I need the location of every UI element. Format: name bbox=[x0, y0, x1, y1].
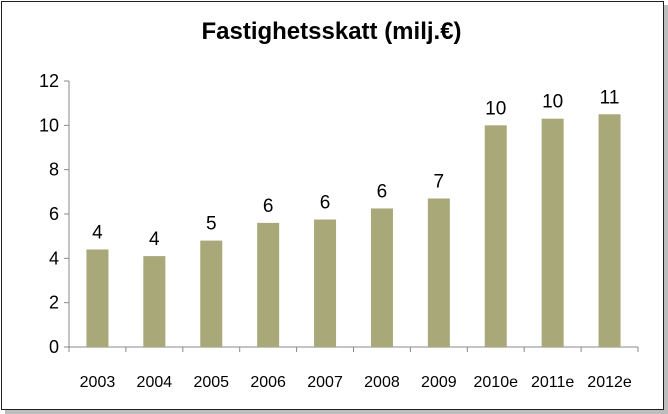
y-axis: 0 2 4 6 8 10 12 bbox=[39, 71, 70, 357]
x-tick-label: 2007 bbox=[307, 374, 343, 391]
y-tick-label: 0 bbox=[49, 337, 59, 357]
bar-data-label: 6 bbox=[377, 181, 388, 202]
bar bbox=[598, 114, 621, 347]
bar-data-label: 10 bbox=[485, 98, 506, 119]
y-tick-label: 12 bbox=[39, 71, 59, 91]
bar-data-label: 6 bbox=[320, 193, 331, 214]
bar bbox=[314, 219, 337, 347]
bar bbox=[427, 198, 450, 347]
bar-series bbox=[86, 114, 621, 347]
bar-data-label: 10 bbox=[542, 92, 563, 113]
y-tick-label: 6 bbox=[49, 204, 59, 224]
x-tick-label: 2008 bbox=[364, 374, 400, 391]
bar-data-label: 7 bbox=[434, 171, 445, 192]
bar-data-label: 6 bbox=[263, 196, 274, 217]
bar-data-label: 4 bbox=[92, 222, 103, 243]
x-tick-label: 2005 bbox=[193, 374, 229, 391]
x-tick-label: 2010e bbox=[474, 374, 519, 391]
bar bbox=[541, 118, 564, 347]
x-tick-label: 2006 bbox=[250, 374, 286, 391]
x-tick-label: 2012e bbox=[587, 374, 632, 391]
y-tick-label: 8 bbox=[49, 160, 59, 180]
bar-data-label: 4 bbox=[149, 229, 160, 250]
x-tick-label: 2009 bbox=[421, 374, 457, 391]
bar-data-label: 5 bbox=[206, 214, 217, 235]
chart-title: Fastighetsskatt (milj.€) bbox=[201, 18, 462, 45]
y-tick-label: 4 bbox=[49, 248, 59, 268]
x-tick-label: 2003 bbox=[80, 374, 116, 391]
x-tick-label: 2011e bbox=[531, 374, 574, 391]
y-tick-label: 10 bbox=[39, 115, 59, 135]
bar bbox=[86, 249, 109, 347]
bar bbox=[370, 208, 393, 347]
data-labels: 4 4 5 6 6 6 7 10 10 11 bbox=[92, 87, 619, 250]
bar-data-label: 11 bbox=[600, 87, 620, 108]
bar bbox=[200, 240, 223, 347]
x-axis: 2003 2004 2005 2006 2007 2008 2009 2010e 2011e 20… bbox=[68, 346, 639, 391]
bar bbox=[143, 256, 166, 347]
bar bbox=[257, 222, 280, 347]
x-tick-label: 2004 bbox=[137, 374, 173, 391]
bar bbox=[484, 125, 507, 347]
y-tick-label: 2 bbox=[49, 293, 59, 313]
